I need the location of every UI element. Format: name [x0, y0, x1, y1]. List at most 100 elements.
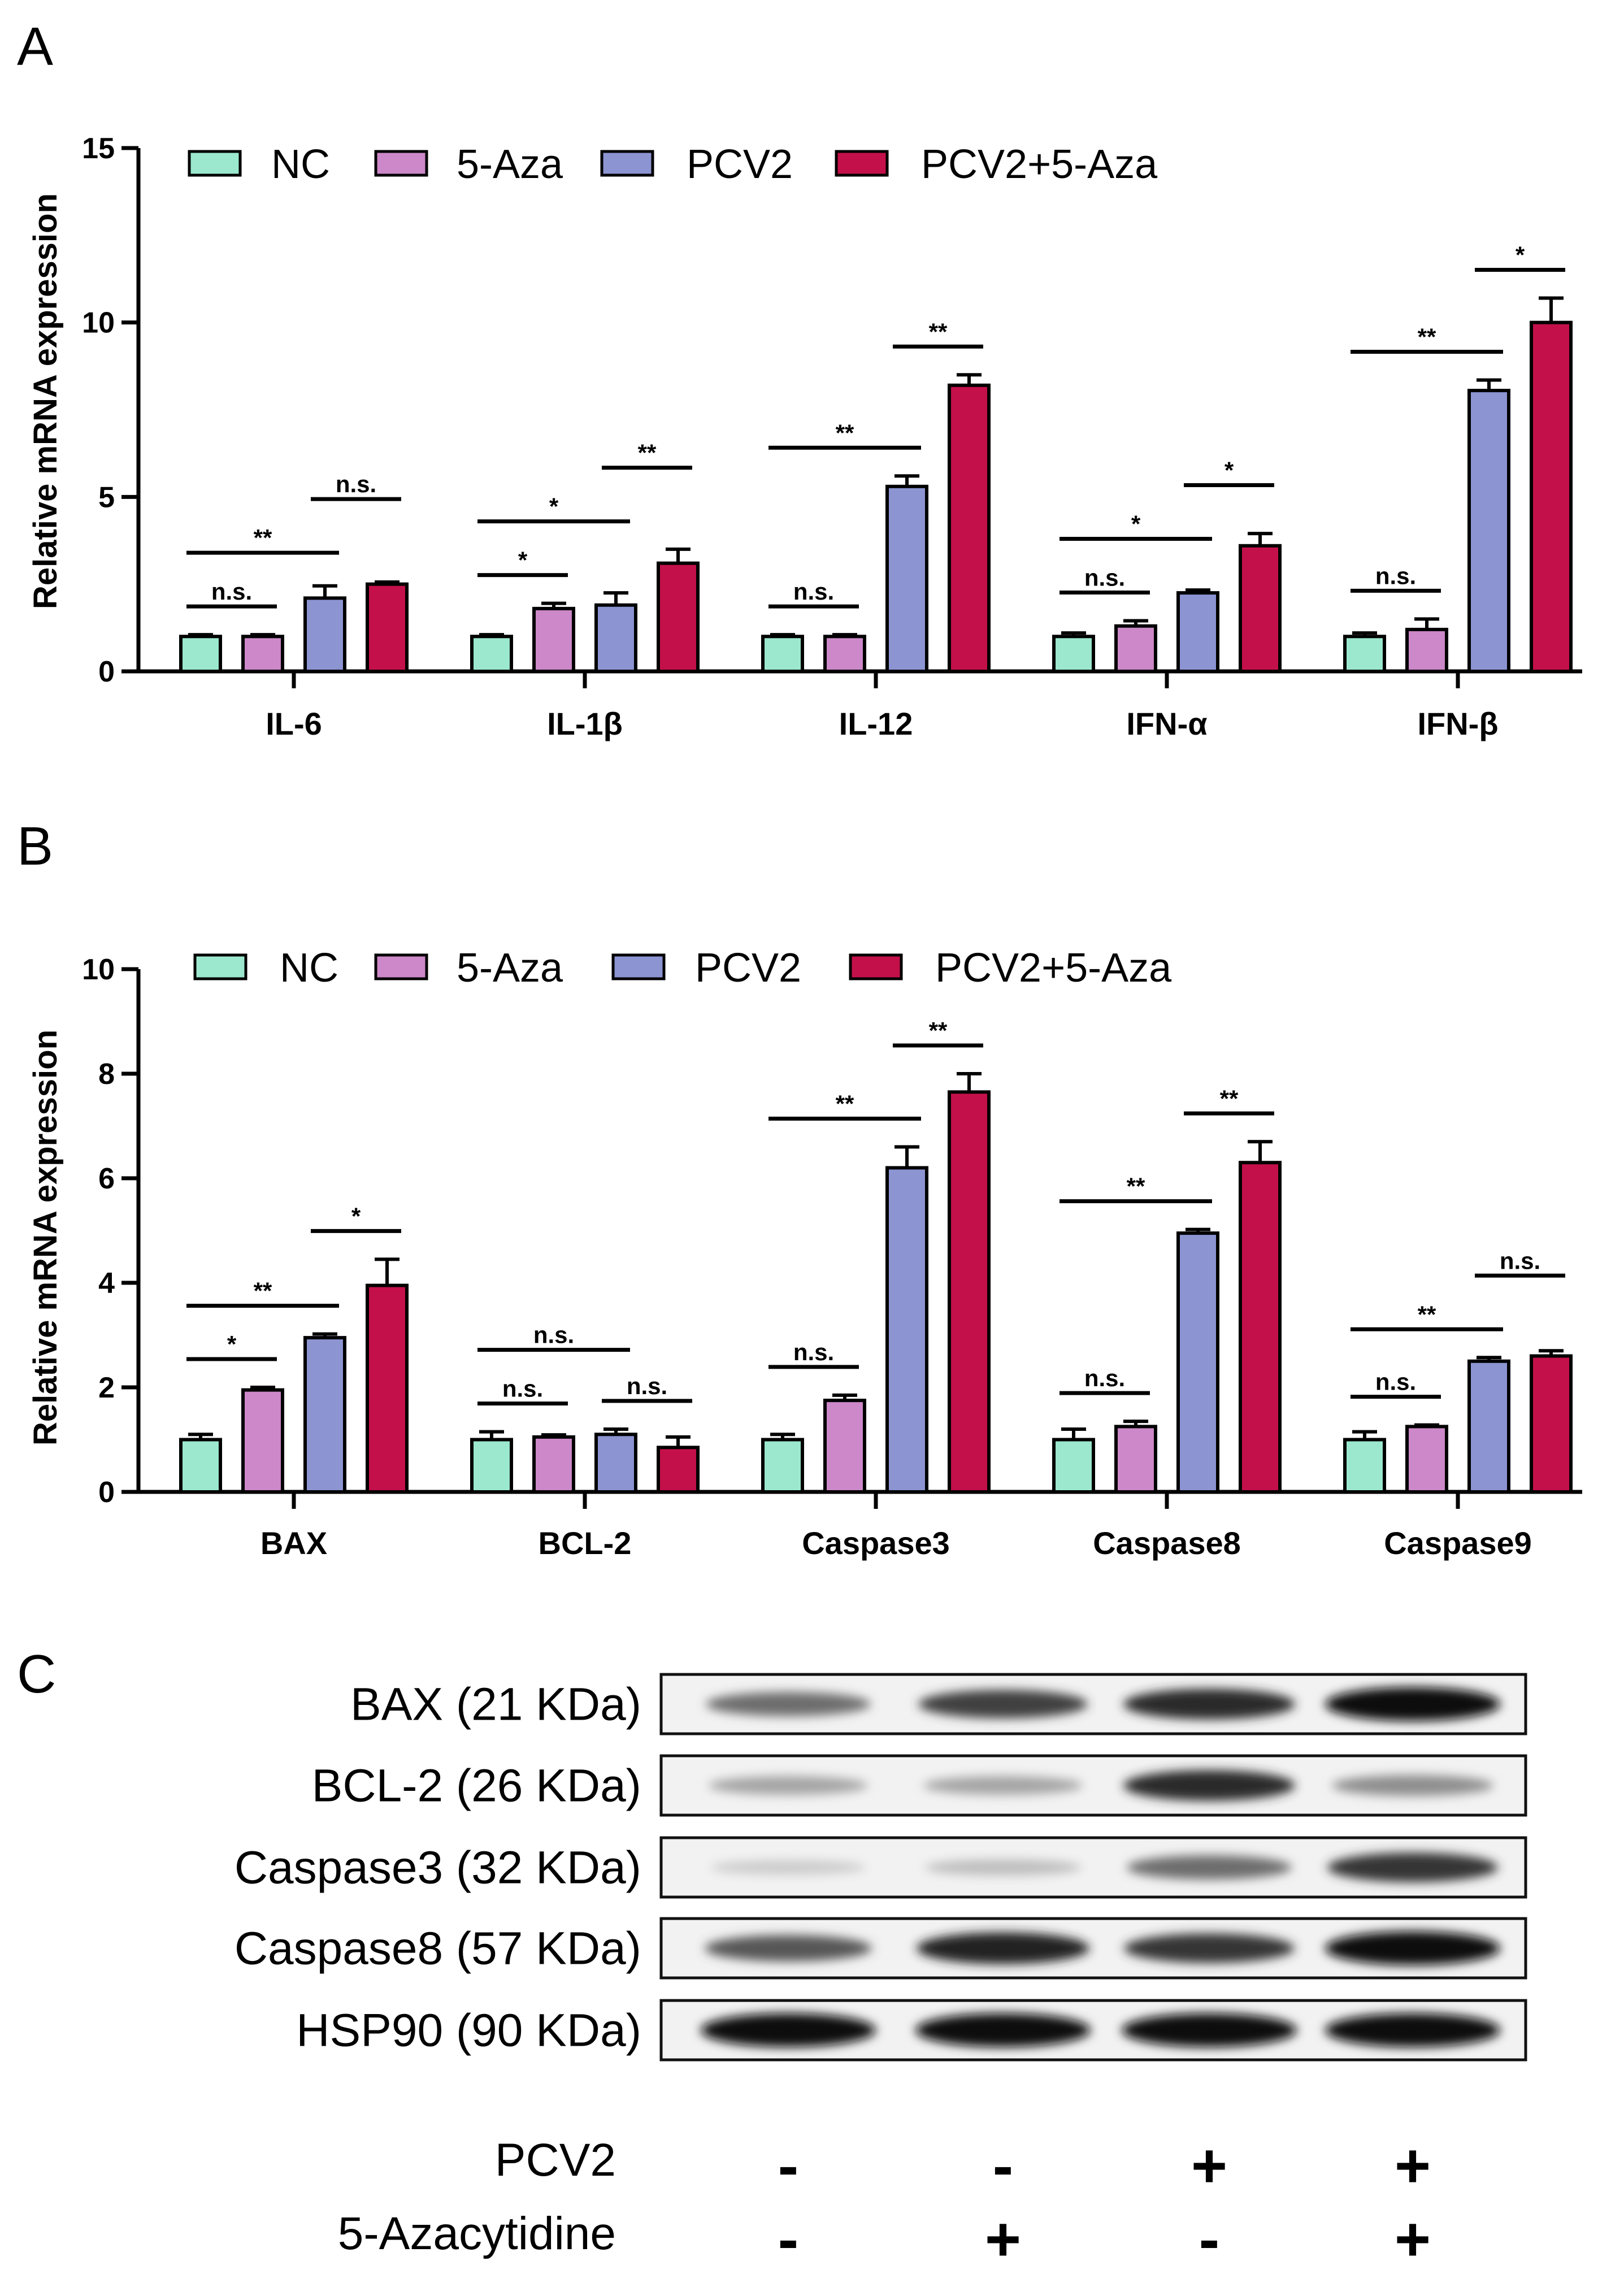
- legend-swatch-pcv2aza-b: [849, 953, 903, 980]
- chart-panel-b: Relative mRNA expression NC 5-Aza PCV2 P…: [27, 945, 1582, 1561]
- category-label: Caspase3: [802, 1525, 950, 1561]
- significance-label: n.s.: [1375, 1369, 1416, 1395]
- bar-5-aza: [1114, 1425, 1157, 1494]
- bar-pcv2: [885, 484, 928, 674]
- significance-label: **: [638, 440, 657, 466]
- blot-band: [1122, 2013, 1297, 2047]
- significance-label: n.s.: [1084, 1365, 1125, 1391]
- significance-label: n.s.: [793, 578, 834, 605]
- legend-swatch-5aza-a: [374, 150, 428, 177]
- y-tick-label: 0: [98, 656, 115, 688]
- blot-band: [1127, 1855, 1292, 1880]
- blot-row-label: HSP90 (90 KDa): [296, 2005, 641, 2056]
- bar-nc: [1052, 1438, 1095, 1494]
- significance-label: **: [929, 318, 948, 345]
- category-label: IL-6: [266, 706, 322, 741]
- blot-band: [915, 2013, 1091, 2047]
- blot-band: [1123, 1770, 1295, 1801]
- blot-band: [917, 1932, 1089, 1964]
- category-label: BAX: [260, 1525, 327, 1561]
- blot-band: [1332, 1774, 1493, 1796]
- significance-label: n.s.: [336, 471, 376, 497]
- significance-label: *: [518, 547, 528, 574]
- bar-5-aza: [241, 1388, 284, 1494]
- significance-label: **: [1418, 324, 1436, 350]
- blot-band: [923, 1776, 1083, 1795]
- bar-nc: [470, 1438, 513, 1494]
- category-label: IFN-β: [1417, 706, 1498, 741]
- y-tick-label: 6: [98, 1162, 115, 1195]
- bar-nc: [761, 1438, 804, 1494]
- bar-pcv2-5-aza: [366, 582, 409, 673]
- legend-swatch-nc-b: [193, 953, 247, 980]
- minus-sign: -: [778, 2131, 799, 2201]
- bar-nc: [470, 635, 513, 674]
- bar-5-aza: [823, 1399, 866, 1494]
- bar-nc: [1343, 635, 1386, 674]
- legend-label-pcv2aza-b: PCV2+5-Aza: [935, 945, 1172, 991]
- y-axis-label-b: Relative mRNA expression: [27, 1030, 64, 1446]
- bar-pcv2: [1467, 1359, 1510, 1494]
- panel-letter-b: B: [17, 816, 53, 876]
- bar-nc: [179, 1438, 222, 1494]
- bar-pcv2-5-aza: [657, 561, 700, 673]
- legend-a: NC 5-Aza PCV2 PCV2+5-Aza: [188, 142, 1158, 187]
- blot-band: [924, 1859, 1082, 1876]
- bar-pcv2: [594, 1433, 637, 1494]
- blot-band: [1325, 1931, 1500, 1965]
- significance-label: n.s.: [793, 1339, 834, 1365]
- significance-label: n.s.: [627, 1373, 667, 1399]
- bar-pcv2-5-aza: [1239, 544, 1282, 674]
- significance-label: *: [227, 1331, 237, 1357]
- legend-swatch-pcv2-b: [611, 953, 666, 980]
- category-label: Caspase8: [1093, 1525, 1241, 1561]
- significance-label: *: [1224, 457, 1234, 483]
- y-tick-label: 2: [98, 1372, 115, 1404]
- significance-label: **: [1418, 1301, 1436, 1327]
- bar-nc: [761, 635, 804, 674]
- y-tick-label: 15: [82, 132, 115, 165]
- panel-letter-c: C: [17, 1644, 56, 1704]
- legend-swatch-pcv2aza-a: [835, 150, 889, 177]
- plus-sign: +: [1395, 2131, 1431, 2201]
- legend-label-nc-b: NC: [280, 945, 338, 991]
- blot-band: [709, 1776, 868, 1795]
- blot-band: [918, 1690, 1088, 1718]
- bar-5-aza: [1405, 627, 1448, 674]
- legend-swatch-pcv2-a: [600, 150, 654, 177]
- bar-5-aza: [1114, 624, 1157, 674]
- condition-label: PCV2: [495, 2134, 616, 2186]
- legend-b: NC 5-Aza PCV2 PCV2+5-Aza: [193, 945, 1172, 991]
- bar-5-aza: [532, 1435, 575, 1494]
- bar-nc: [1052, 635, 1095, 674]
- blot-band: [1325, 1687, 1500, 1721]
- bar-pcv2: [303, 596, 346, 673]
- y-tick-label: 0: [98, 1476, 115, 1509]
- bar-pcv2-5-aza: [1530, 320, 1573, 673]
- significance-label: n.s.: [533, 1322, 574, 1348]
- blot-band: [710, 1860, 866, 1875]
- plus-sign: +: [1395, 2204, 1431, 2274]
- legend-swatch-nc-a: [188, 150, 242, 177]
- bar-pcv2: [303, 1336, 346, 1494]
- panel-letter-a: A: [17, 16, 53, 77]
- significance-label: *: [351, 1203, 361, 1229]
- blot-band: [1325, 2013, 1500, 2047]
- bar-pcv2: [885, 1166, 928, 1494]
- legend-label-pcv2aza-a: PCV2+5-Aza: [921, 142, 1158, 187]
- y-tick-label: 10: [82, 953, 115, 986]
- chart-panel-a: Relative mRNA expression NC 5-Aza PCV2 P…: [27, 132, 1582, 741]
- blot-row-label: BCL-2 (26 KDa): [312, 1760, 641, 1812]
- minus-sign: -: [993, 2131, 1014, 2201]
- significance-label: *: [1131, 510, 1141, 537]
- significance-label: **: [836, 1091, 854, 1117]
- legend-label-pcv2-a: PCV2: [687, 142, 793, 187]
- significance-label: **: [929, 1017, 948, 1044]
- bar-pcv2: [1176, 1231, 1219, 1494]
- y-axis-label-a: Relative mRNA expression: [27, 193, 64, 609]
- blot-band: [1123, 1689, 1295, 1720]
- category-label: IL-12: [839, 706, 913, 741]
- significance-label: n.s.: [502, 1375, 543, 1402]
- bar-nc: [1343, 1438, 1386, 1494]
